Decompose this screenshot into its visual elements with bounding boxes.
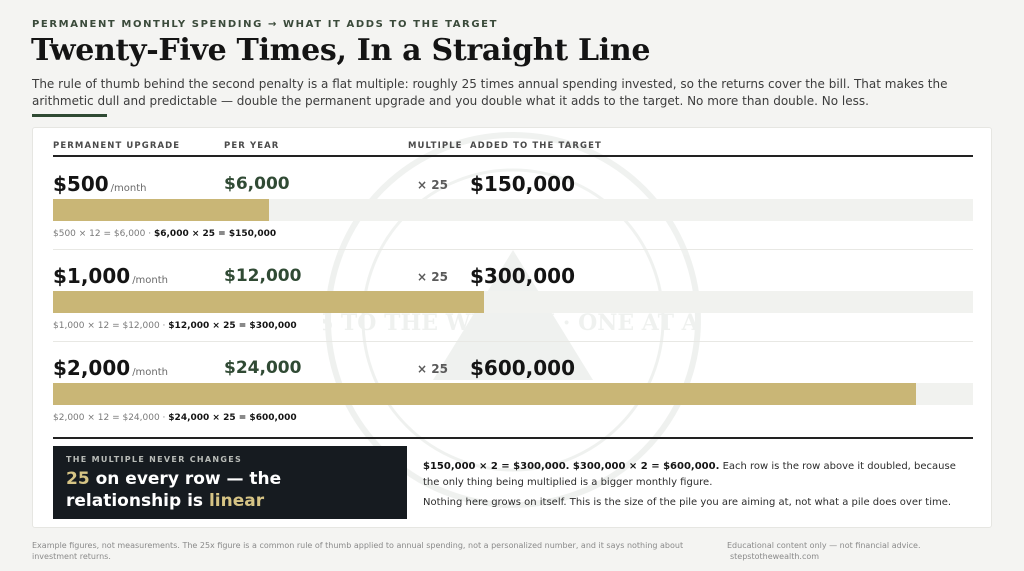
footer-notice: Educational content only — not financial…: [727, 541, 921, 550]
multiple-value: × 25: [417, 362, 448, 376]
callout-text: on every row — the relationship is: [66, 469, 282, 511]
calc-plain: $2,000 × 12 = $24,000 ·: [53, 413, 166, 423]
page-title: Twenty-Five Times, In a Straight Line: [31, 33, 651, 68]
explanation-equation: $150,000 × 2 = $300,000. $300,000 × 2 = …: [423, 461, 720, 472]
calc-result: $12,000 × 25 = $300,000: [168, 321, 297, 331]
calc-plain: $1,000 × 12 = $12,000 ·: [53, 321, 166, 331]
bar-track: [53, 291, 973, 313]
column-header-per-year: PER YEAR: [224, 141, 280, 151]
callout-box: THE MULTIPLE NEVER CHANGES 25 on every r…: [53, 446, 407, 519]
explanation-text: Each row is the row above it doubled, be…: [423, 461, 956, 488]
column-header-added: ADDED TO THE TARGET: [470, 141, 602, 151]
intro-accent-rule: [32, 114, 107, 117]
table-row: $2,000/month $24,000 × 25 $600,000 $2,00…: [53, 342, 973, 434]
upgrade-amount: $1,000/month: [53, 264, 168, 288]
column-header-upgrade: PERMANENT UPGRADE: [53, 141, 181, 151]
amount-value: $2,000: [53, 356, 131, 380]
column-header-multiple: MULTIPLE: [408, 141, 463, 151]
bar-track: [53, 199, 973, 221]
target-value: $300,000: [470, 264, 576, 288]
bar-track: [53, 383, 973, 405]
main-card: STEPS TO THE WEALTH · ONE AT A TIME PERM…: [32, 127, 992, 528]
target-value: $150,000: [470, 172, 576, 196]
amount-value: $1,000: [53, 264, 131, 288]
footer-disclaimer: Example figures, not measurements. The 2…: [32, 541, 684, 561]
upgrade-amount: $2,000/month: [53, 356, 168, 380]
table-row: $500/month $6,000 × 25 $150,000 $500 × 1…: [53, 158, 973, 250]
table-row: $1,000/month $12,000 × 25 $300,000 $1,00…: [53, 250, 973, 342]
calc-plain: $500 × 12 = $6,000 ·: [53, 229, 152, 239]
calculation: $500 × 12 = $6,000 · $6,000 × 25 = $150,…: [53, 229, 276, 239]
bar-fill: [53, 199, 269, 221]
eyebrow: PERMANENT MONTHLY SPENDING → WHAT IT ADD…: [32, 19, 499, 30]
calc-result: $24,000 × 25 = $600,000: [168, 413, 297, 423]
upgrade-amount: $500/month: [53, 172, 147, 196]
bar-fill: [53, 291, 485, 313]
callout-number: 25: [66, 469, 90, 489]
multiple-value: × 25: [417, 270, 448, 284]
explanation-paragraph: $150,000 × 2 = $300,000. $300,000 × 2 = …: [423, 459, 963, 490]
calculation: $2,000 × 12 = $24,000 · $24,000 × 25 = $…: [53, 413, 297, 423]
callout-label: THE MULTIPLE NEVER CHANGES: [66, 455, 243, 464]
callout-statement: 25 on every row — the relationship is li…: [66, 468, 394, 512]
bottom-rule: [53, 437, 973, 439]
intro-text: The rule of thumb behind the second pena…: [32, 77, 948, 108]
footer-right: Educational content only — not financial…: [727, 540, 987, 562]
amount-unit: /month: [110, 183, 147, 194]
row-separator: [53, 249, 973, 250]
amount-unit: /month: [132, 275, 169, 286]
footer-site: stepstothewealth.com: [730, 552, 820, 561]
header-rule: [53, 155, 973, 157]
explanation-paragraph-2: Nothing here grows on itself. This is th…: [423, 497, 952, 508]
row-separator: [53, 341, 973, 342]
calc-result: $6,000 × 25 = $150,000: [153, 229, 277, 239]
bar-fill: [53, 383, 916, 405]
per-year-value: $24,000: [224, 358, 302, 378]
callout-accent-word: linear: [208, 491, 265, 511]
per-year-value: $12,000: [224, 266, 302, 286]
multiple-value: × 25: [417, 178, 448, 192]
calculation: $1,000 × 12 = $12,000 · $12,000 × 25 = $…: [53, 321, 297, 331]
per-year-value: $6,000: [224, 174, 290, 194]
explanation: $150,000 × 2 = $300,000. $300,000 × 2 = …: [423, 459, 963, 511]
amount-unit: /month: [132, 367, 169, 378]
target-value: $600,000: [470, 356, 576, 380]
amount-value: $500: [53, 172, 109, 196]
